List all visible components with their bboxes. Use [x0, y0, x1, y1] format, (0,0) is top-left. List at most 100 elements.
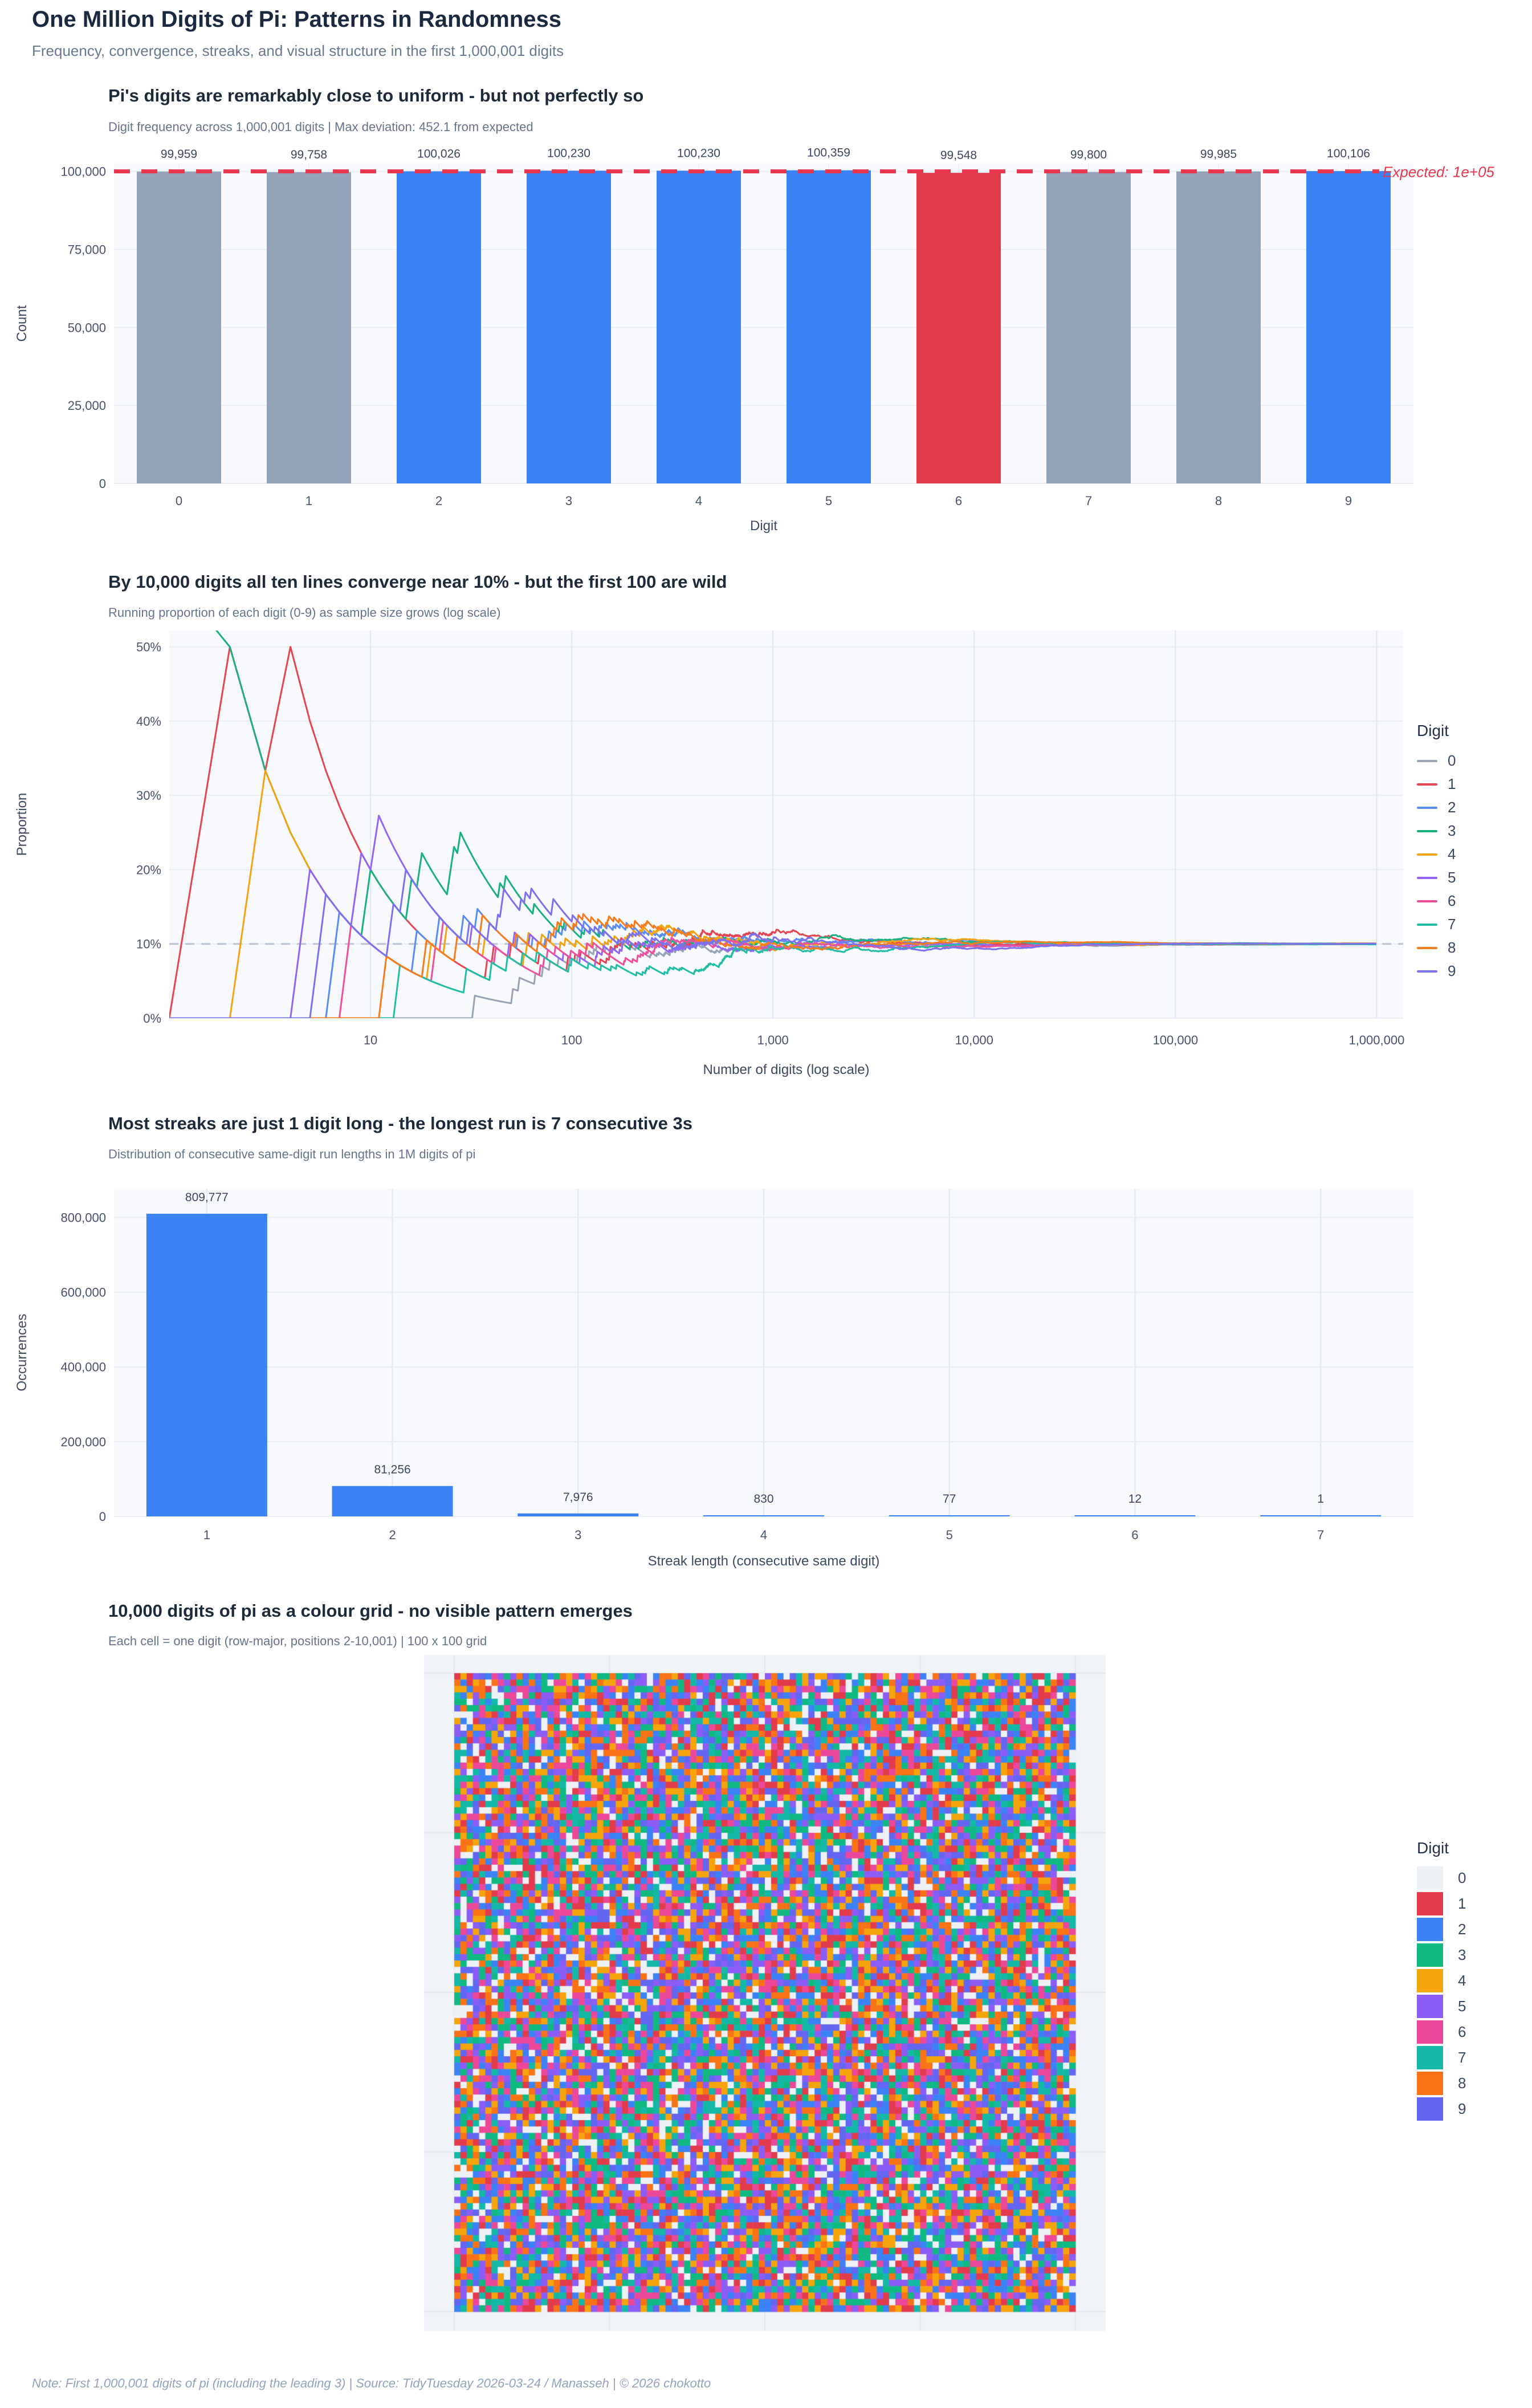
- svg-text:7: 7: [1085, 494, 1092, 508]
- svg-text:99,985: 99,985: [1200, 148, 1237, 161]
- svg-text:75,000: 75,000: [68, 243, 106, 257]
- svg-text:10,000: 10,000: [955, 1033, 993, 1047]
- legend-item-label: 8: [1448, 939, 1456, 956]
- svg-text:400,000: 400,000: [60, 1360, 106, 1374]
- grid-legend-item: 9: [1417, 2097, 1531, 2121]
- svg-text:100,000: 100,000: [60, 165, 106, 179]
- legend-item-label: 9: [1448, 962, 1456, 979]
- svg-text:7: 7: [1317, 1528, 1324, 1542]
- legend-item-label: 7: [1458, 2049, 1466, 2066]
- line-legend: Digit 0 1 2 3 4 5 6 7 8 9: [1417, 722, 1531, 983]
- legend-color-swatch: [1417, 1918, 1443, 1941]
- chart1-title: Pi's digits are remarkably close to unif…: [108, 86, 644, 105]
- svg-text:77: 77: [943, 1492, 956, 1506]
- svg-text:99,758: 99,758: [291, 148, 327, 161]
- svg-text:1: 1: [203, 1528, 210, 1542]
- line-legend-title: Digit: [1417, 722, 1449, 739]
- legend-color-swatch: [1417, 2072, 1443, 2095]
- svg-text:40%: 40%: [136, 714, 161, 729]
- svg-text:200,000: 200,000: [60, 1435, 106, 1449]
- svg-text:25,000: 25,000: [68, 398, 106, 413]
- svg-text:0%: 0%: [143, 1011, 161, 1026]
- legend-item-label: 5: [1458, 1998, 1466, 2015]
- chart4-subtitle: Each cell = one digit (row-major, positi…: [108, 1634, 487, 1648]
- legend-line-swatch: [1417, 829, 1437, 832]
- line-legend-item: 5: [1417, 866, 1531, 889]
- legend-item-label: 2: [1448, 799, 1456, 816]
- legend-item-label: 4: [1458, 1972, 1466, 1989]
- svg-text:99,800: 99,800: [1070, 148, 1107, 161]
- legend-line-swatch: [1417, 946, 1437, 949]
- legend-color-swatch: [1417, 2020, 1443, 2044]
- svg-text:830: 830: [753, 1492, 773, 1506]
- line-legend-item: 6: [1417, 889, 1531, 913]
- svg-text:1: 1: [305, 494, 312, 508]
- legend-item-label: 3: [1448, 822, 1456, 839]
- svg-text:99,548: 99,548: [940, 149, 977, 162]
- grid-legend-item: 5: [1417, 1995, 1531, 2018]
- svg-text:Expected: 1e+05: Expected: 1e+05: [1383, 164, 1494, 181]
- svg-text:1: 1: [1317, 1492, 1324, 1506]
- legend-line-swatch: [1417, 923, 1437, 926]
- svg-text:100,026: 100,026: [417, 148, 461, 161]
- legend-line-swatch: [1417, 970, 1437, 973]
- svg-text:9: 9: [1345, 494, 1352, 508]
- svg-text:100,359: 100,359: [807, 147, 850, 160]
- legend-item-label: 0: [1448, 752, 1456, 769]
- svg-text:10: 10: [364, 1033, 377, 1047]
- legend-color-swatch: [1417, 2097, 1443, 2121]
- chart3-subtitle: Distribution of consecutive same-digit r…: [108, 1147, 476, 1161]
- svg-text:5: 5: [825, 494, 832, 508]
- line-legend-item: 1: [1417, 772, 1531, 796]
- grid-legend-item: 7: [1417, 2046, 1531, 2069]
- legend-item-label: 4: [1448, 845, 1456, 863]
- svg-text:3: 3: [574, 1528, 581, 1542]
- svg-text:6: 6: [955, 494, 962, 508]
- svg-text:81,256: 81,256: [374, 1463, 410, 1476]
- legend-line-swatch: [1417, 853, 1437, 856]
- legend-item-label: 0: [1458, 1869, 1466, 1886]
- svg-text:Number of digits (log scale): Number of digits (log scale): [703, 1062, 869, 1077]
- svg-text:Digit: Digit: [750, 518, 777, 534]
- svg-text:Occurrences: Occurrences: [14, 1313, 30, 1391]
- pi-digit-grid: [424, 1655, 1106, 2331]
- legend-item-label: 6: [1458, 2023, 1466, 2040]
- legend-item-label: 2: [1458, 1921, 1466, 1938]
- footer-note: Note: First 1,000,001 digits of pi (incl…: [32, 2376, 711, 2390]
- svg-text:50%: 50%: [136, 640, 161, 654]
- svg-text:12: 12: [1128, 1492, 1142, 1506]
- legend-item-label: 5: [1448, 869, 1456, 886]
- line-legend-items: 0 1 2 3 4 5 6 7 8 9: [1417, 749, 1531, 983]
- chart1-subtitle: Digit frequency across 1,000,001 digits …: [108, 120, 533, 134]
- svg-text:809,777: 809,777: [185, 1191, 229, 1204]
- legend-item-label: 3: [1458, 1946, 1466, 1963]
- grid-legend: Digit 0 1 2 3 4 5 6 7 8 9: [1417, 1839, 1531, 2123]
- legend-item-label: 7: [1448, 916, 1456, 933]
- svg-text:100,230: 100,230: [677, 147, 720, 160]
- legend-line-swatch: [1417, 876, 1437, 879]
- legend-line-swatch: [1417, 783, 1437, 786]
- legend-item-label: 1: [1458, 1895, 1466, 1912]
- line-legend-item: 3: [1417, 819, 1531, 843]
- legend-color-swatch: [1417, 1892, 1443, 1915]
- svg-text:0: 0: [99, 477, 106, 491]
- line-legend-item: 7: [1417, 913, 1531, 936]
- svg-text:0: 0: [99, 1510, 106, 1524]
- line-legend-item: 8: [1417, 936, 1531, 959]
- chart2-title: By 10,000 digits all ten lines converge …: [108, 572, 727, 592]
- svg-text:30%: 30%: [136, 788, 161, 803]
- grid-legend-items: 0 1 2 3 4 5 6 7 8 9: [1417, 1866, 1531, 2121]
- page-subtitle: Frequency, convergence, streaks, and vis…: [32, 42, 564, 59]
- legend-color-swatch: [1417, 1866, 1443, 1890]
- line-legend-item: 0: [1417, 749, 1531, 772]
- legend-item-label: 1: [1448, 775, 1456, 792]
- grid-legend-title: Digit: [1417, 1839, 1449, 1857]
- grid-legend-item: 0: [1417, 1866, 1531, 1890]
- legend-item-label: 6: [1448, 892, 1456, 909]
- grid-legend-item: 4: [1417, 1969, 1531, 1992]
- legend-item-label: 9: [1458, 2100, 1466, 2117]
- svg-text:3: 3: [565, 494, 572, 508]
- chart2-subtitle: Running proportion of each digit (0-9) a…: [108, 605, 501, 620]
- svg-text:2: 2: [435, 494, 442, 508]
